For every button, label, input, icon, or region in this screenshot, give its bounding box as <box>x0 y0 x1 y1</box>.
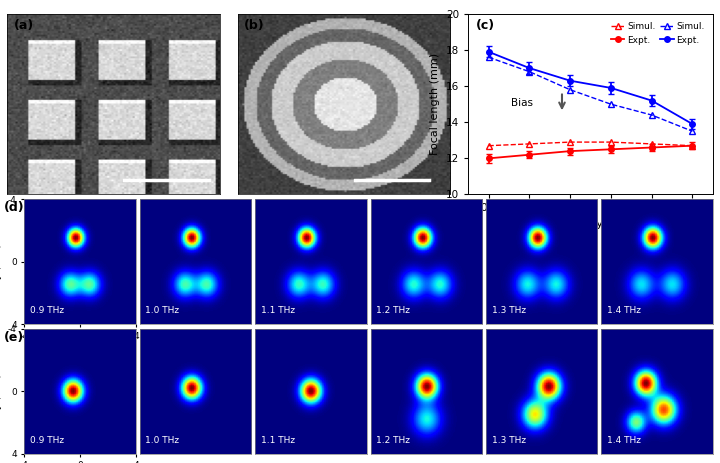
Simul. <box>606 139 615 145</box>
Text: 1.2 THz: 1.2 THz <box>376 307 410 315</box>
Text: (b): (b) <box>244 19 265 32</box>
Simul. <box>485 143 493 149</box>
Text: 1.4 THz: 1.4 THz <box>607 436 641 445</box>
Simul. <box>525 141 534 147</box>
Simul. <box>647 141 656 147</box>
Simul. <box>606 101 615 107</box>
Text: x (mm): x (mm) <box>63 338 98 349</box>
Simul. <box>688 128 697 134</box>
Text: (a): (a) <box>14 19 34 32</box>
Text: 1.3 THz: 1.3 THz <box>492 307 526 315</box>
Simul. <box>566 87 575 93</box>
Text: (d): (d) <box>4 203 24 216</box>
Text: Bias: Bias <box>511 98 534 108</box>
Text: 1.0 THz: 1.0 THz <box>145 436 179 445</box>
Line: Simul.: Simul. <box>486 55 696 134</box>
Text: 1.3 THz: 1.3 THz <box>492 436 526 445</box>
Line: Simul.: Simul. <box>486 139 696 149</box>
X-axis label: Frequency (THz): Frequency (THz) <box>545 219 636 229</box>
Simul. <box>566 139 575 145</box>
Text: 1.0 THz: 1.0 THz <box>145 307 179 315</box>
Text: 1.1 THz: 1.1 THz <box>261 307 295 315</box>
Text: 1.4 THz: 1.4 THz <box>607 307 641 315</box>
Simul. <box>525 69 534 75</box>
Text: 0.9 THz: 0.9 THz <box>30 307 64 315</box>
Text: (d): (d) <box>4 201 24 214</box>
Text: 1.2 THz: 1.2 THz <box>376 436 410 445</box>
Legend: Simul., Expt., Simul., Expt.: Simul., Expt., Simul., Expt. <box>607 19 708 48</box>
Text: 0.9 THz: 0.9 THz <box>30 436 64 445</box>
Text: (c): (c) <box>476 19 495 32</box>
Y-axis label: y (mm): y (mm) <box>0 244 2 279</box>
Simul. <box>647 112 656 118</box>
Text: (e): (e) <box>4 331 24 344</box>
Y-axis label: y (mm): y (mm) <box>0 374 2 409</box>
Simul. <box>485 55 493 60</box>
Text: 1.1 THz: 1.1 THz <box>261 436 295 445</box>
Y-axis label: Focal length (mm): Focal length (mm) <box>431 53 441 155</box>
Simul. <box>688 143 697 149</box>
